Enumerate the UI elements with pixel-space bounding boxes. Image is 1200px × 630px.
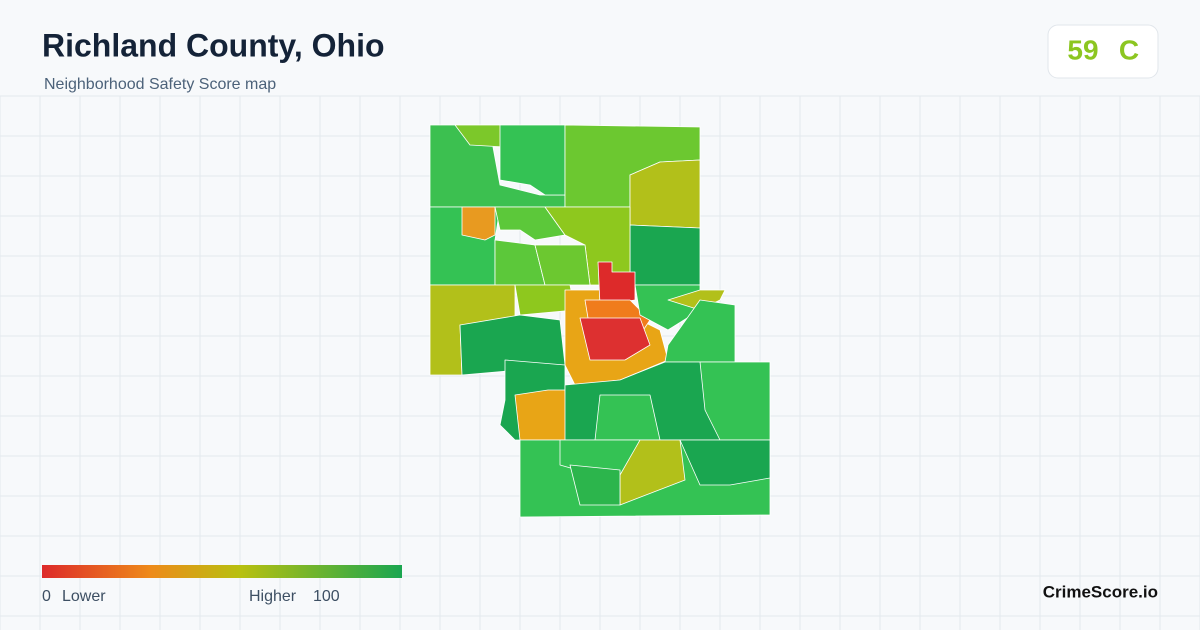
- legend-gradient: [42, 565, 402, 578]
- legend-min-label: Lower: [62, 588, 106, 605]
- region: [594, 394, 661, 441]
- legend-min: 0: [42, 588, 51, 605]
- region: [534, 244, 591, 286]
- county-map: [429, 124, 771, 518]
- region: [679, 439, 771, 486]
- region: [514, 389, 569, 441]
- region: [619, 439, 686, 506]
- title: Richland County, Ohio: [42, 27, 385, 63]
- legend-max-label: Higher: [249, 588, 297, 605]
- region: [569, 464, 621, 506]
- legend-max: 100: [313, 588, 340, 605]
- region: [629, 224, 701, 286]
- brand: CrimeScore.io: [1043, 582, 1158, 601]
- score-badge: [1047, 24, 1159, 79]
- region: [579, 317, 651, 361]
- subtitle: Neighborhood Safety Score map: [44, 76, 276, 93]
- score-value: 59: [1067, 34, 1098, 65]
- region: [461, 206, 496, 241]
- region: [629, 159, 701, 229]
- score-grade: C: [1119, 34, 1139, 65]
- region: [499, 124, 566, 196]
